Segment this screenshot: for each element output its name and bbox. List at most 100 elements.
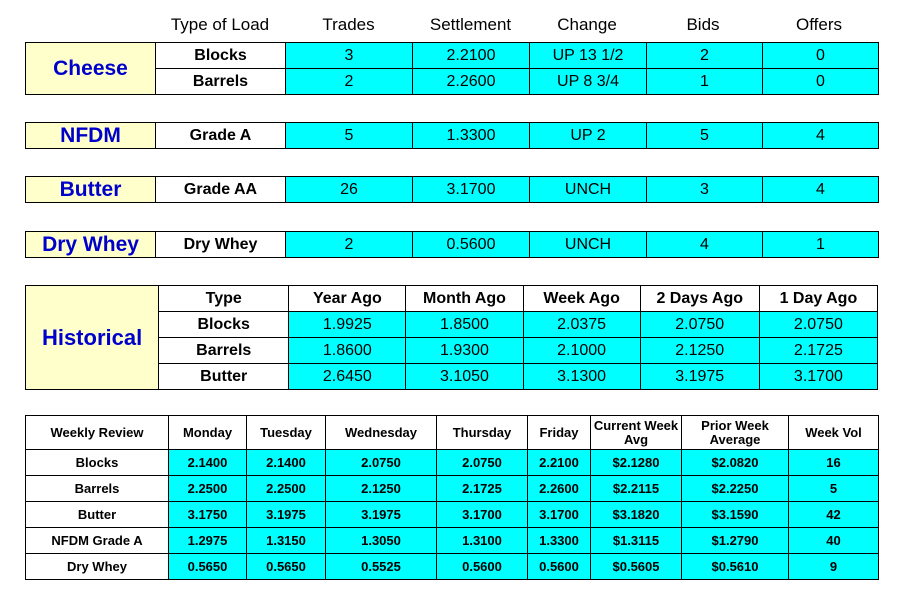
historical-cell: Barrels [158, 337, 290, 364]
weekly-cell: $2.2115 [590, 475, 682, 502]
historical-header-1-day-ago: 1 Day Ago [758, 285, 879, 312]
weekly-header-current-week-avg: Current Week Avg [590, 415, 682, 450]
weekly-cell: Blocks [25, 449, 169, 476]
historical-cell: 2.0750 [639, 311, 760, 338]
weekly-cell: 2.1725 [436, 475, 528, 502]
cheese-barrels-type: Barrels [155, 68, 286, 95]
butter-settlement: 3.1700 [412, 176, 530, 203]
historical-cell: 3.1975 [639, 363, 760, 390]
dry-whey-settlement: 0.5600 [412, 231, 530, 258]
weekly-cell: $1.3115 [590, 527, 682, 554]
weekly-header-week-vol: Week Vol [788, 415, 879, 450]
historical-cell: 1.8500 [405, 311, 524, 338]
weekly-cell: Butter [25, 501, 169, 528]
cheese-label: Cheese [25, 42, 156, 95]
weekly-cell: $2.2250 [681, 475, 789, 502]
weekly-cell: 2.1250 [325, 475, 437, 502]
weekly-header-weekly-review: Weekly Review [25, 415, 169, 450]
nfdm-bids: 5 [646, 122, 763, 149]
cheese-barrels-settlement: 2.2600 [412, 68, 530, 95]
weekly-cell: 9 [788, 553, 879, 580]
historical-cell: 1.9925 [288, 311, 407, 338]
cheese-barrels-change: UP 8 3/4 [529, 68, 647, 95]
weekly-header-prior-week-average: Prior Week Average [681, 415, 789, 450]
historical-table: Historical Type Year Ago Month Ago Week … [24, 285, 879, 390]
dry-whey-trades: 2 [285, 231, 413, 258]
nfdm-offers: 4 [762, 122, 879, 149]
weekly-header-wednesday: Wednesday [325, 415, 437, 450]
weekly-cell: 0.5525 [325, 553, 437, 580]
historical-cell: Blocks [158, 311, 290, 338]
dry-whey-label: Dry Whey [25, 231, 156, 258]
historical-cell: 3.1050 [405, 363, 524, 390]
header-type-of-load: Type of Load [170, 15, 270, 34]
weekly-cell: 2.2600 [527, 475, 591, 502]
weekly-header-monday: Monday [168, 415, 247, 450]
butter-change: UNCH [529, 176, 647, 203]
weekly-cell: 1.3150 [246, 527, 326, 554]
weekly-cell: Barrels [25, 475, 169, 502]
header-trades: Trades [322, 15, 375, 34]
weekly-cell: 16 [788, 449, 879, 476]
historical-cell: 3.1700 [758, 363, 879, 390]
historical-row-blocks: Blocks 1.9925 1.8500 2.0375 2.0750 2.075… [26, 311, 879, 338]
weekly-row-nfdm-grade-a: NFDM Grade A 1.2975 1.3150 1.3050 1.3100… [25, 527, 879, 554]
weekly-row-butter: Butter 3.1750 3.1975 3.1975 3.1700 3.170… [25, 501, 879, 528]
weekly-row-dry-whey: Dry Whey 0.5650 0.5650 0.5525 0.5600 0.5… [25, 553, 879, 580]
nfdm-settlement: 1.3300 [412, 122, 530, 149]
weekly-cell: 0.5600 [527, 553, 591, 580]
dry-whey-change: UNCH [529, 231, 647, 258]
nfdm-change: UP 2 [529, 122, 647, 149]
weekly-cell: $1.2790 [681, 527, 789, 554]
weekly-cell: 0.5650 [168, 553, 247, 580]
weekly-cell: 40 [788, 527, 879, 554]
weekly-cell: 2.0750 [436, 449, 528, 476]
historical-cell: 1.9300 [405, 337, 524, 364]
nfdm-type: Grade A [155, 122, 286, 149]
dry-whey-offers: 1 [762, 231, 879, 258]
weekly-cell: $0.5605 [590, 553, 682, 580]
cheese-barrels-bids: 1 [646, 68, 763, 95]
historical-cell: 2.0750 [758, 311, 879, 338]
historical-header-2-days-ago: 2 Days Ago [639, 285, 760, 312]
nfdm-trades: 5 [285, 122, 413, 149]
historical-cell: 2.1250 [639, 337, 760, 364]
cheese-barrels-trades: 2 [285, 68, 413, 95]
butter-table: Butter Grade AA 26 3.1700 UNCH 3 4 [25, 176, 879, 203]
weekly-cell: 1.3300 [527, 527, 591, 554]
cheese-blocks-type: Blocks [155, 42, 286, 69]
weekly-cell: 1.3100 [436, 527, 528, 554]
weekly-cell: 1.3050 [325, 527, 437, 554]
weekly-cell: 2.0750 [325, 449, 437, 476]
weekly-cell: 3.1975 [246, 501, 326, 528]
nfdm-label: NFDM [25, 122, 156, 149]
historical-cell: 2.6450 [288, 363, 407, 390]
butter-label: Butter [25, 176, 156, 203]
historical-cell: 2.0375 [522, 311, 641, 338]
weekly-cell: 2.1400 [246, 449, 326, 476]
weekly-cell: 3.1750 [168, 501, 247, 528]
weekly-cell: $0.5610 [681, 553, 789, 580]
cheese-blocks-trades: 3 [285, 42, 413, 69]
cheese-blocks-change: UP 13 1/2 [529, 42, 647, 69]
weekly-cell: 3.1700 [436, 501, 528, 528]
historical-cell: 3.1300 [522, 363, 641, 390]
weekly-cell: 3.1700 [527, 501, 591, 528]
historical-header-year-ago: Year Ago [288, 285, 407, 312]
butter-type: Grade AA [155, 176, 286, 203]
cheese-blocks-settlement: 2.2100 [412, 42, 530, 69]
dry-whey-type: Dry Whey [155, 231, 286, 258]
weekly-cell: 3.1975 [325, 501, 437, 528]
header-settlement: Settlement [429, 15, 512, 34]
historical-header-month-ago: Month Ago [405, 285, 524, 312]
dry-whey-bids: 4 [646, 231, 763, 258]
weekly-cell: 2.2500 [246, 475, 326, 502]
header-change: Change [557, 15, 617, 34]
weekly-cell: 2.1400 [168, 449, 247, 476]
cheese-blocks-offers: 0 [762, 42, 879, 69]
weekly-review-table: Weekly Review Monday Tuesday Wednesday T… [25, 415, 879, 580]
weekly-cell: 0.5650 [246, 553, 326, 580]
weekly-cell: $3.1820 [590, 501, 682, 528]
historical-row-barrels: Barrels 1.8600 1.9300 2.1000 2.1250 2.17… [26, 337, 879, 364]
cheese-table: Cheese Blocks 3 2.2100 UP 13 1/2 2 0 Bar… [25, 42, 879, 95]
